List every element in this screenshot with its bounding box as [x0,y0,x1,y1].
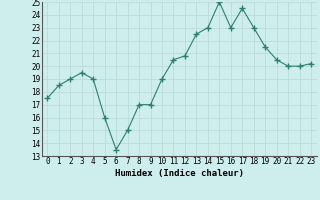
X-axis label: Humidex (Indice chaleur): Humidex (Indice chaleur) [115,169,244,178]
